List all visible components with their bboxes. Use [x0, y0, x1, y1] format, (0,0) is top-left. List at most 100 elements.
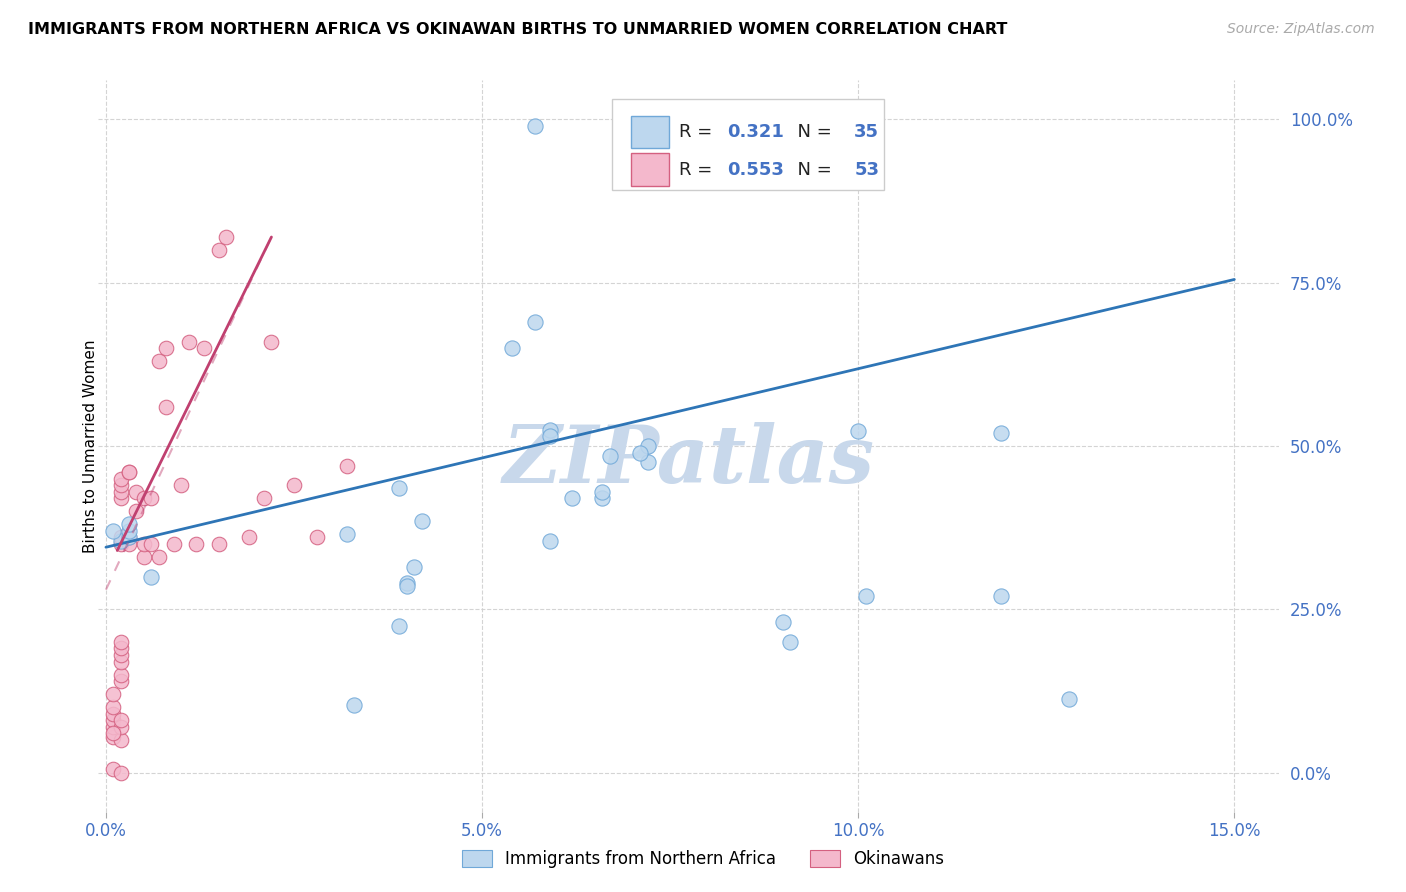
Point [561, 491, 583, 506]
Point [637, 455, 659, 469]
Point [388, 482, 411, 496]
FancyBboxPatch shape [612, 99, 884, 190]
Point [103, 687, 125, 701]
Point [125, 484, 148, 499]
Point [253, 491, 276, 506]
Point [411, 514, 433, 528]
Point [110, 491, 132, 506]
Point [110, 530, 132, 544]
Point [711, 119, 734, 133]
Point [132, 549, 155, 564]
Point [215, 230, 238, 244]
Point [117, 465, 139, 479]
Text: 0.321: 0.321 [727, 123, 783, 141]
Point [110, 732, 132, 747]
Point [404, 559, 426, 574]
Point [1057, 691, 1080, 706]
Point [110, 635, 132, 649]
Point [110, 484, 132, 499]
Point [523, 315, 546, 329]
Point [110, 478, 132, 492]
Point [990, 589, 1012, 603]
Point [591, 491, 613, 506]
Point [177, 334, 200, 349]
Point [779, 635, 801, 649]
Point [208, 243, 231, 257]
Point [628, 445, 651, 459]
Point [336, 458, 359, 473]
Text: R =: R = [679, 161, 718, 178]
Point [103, 714, 125, 728]
FancyBboxPatch shape [631, 116, 669, 148]
Point [155, 400, 177, 414]
Point [186, 537, 208, 551]
Point [132, 491, 155, 506]
Point [117, 530, 139, 544]
Point [110, 765, 132, 780]
Point [343, 698, 366, 713]
Text: R =: R = [679, 123, 718, 141]
Point [305, 530, 328, 544]
Point [103, 730, 125, 744]
Point [117, 530, 139, 544]
Point [163, 537, 186, 551]
Point [260, 334, 283, 349]
Point [132, 537, 155, 551]
Point [846, 424, 869, 438]
Point [501, 341, 523, 355]
Point [110, 641, 132, 656]
FancyBboxPatch shape [631, 153, 669, 186]
Point [395, 576, 418, 591]
Point [208, 537, 231, 551]
Point [855, 589, 877, 603]
Point [523, 119, 546, 133]
Point [599, 449, 621, 463]
Point [591, 484, 613, 499]
Point [148, 549, 170, 564]
Point [103, 726, 125, 740]
Point [388, 618, 411, 632]
Point [110, 720, 132, 734]
Point [139, 569, 162, 583]
Point [538, 423, 561, 437]
Point [637, 439, 659, 453]
Text: 0.553: 0.553 [727, 161, 783, 178]
Y-axis label: Births to Unmarried Women: Births to Unmarried Women [83, 339, 97, 553]
Point [336, 527, 359, 541]
Point [117, 465, 139, 479]
Point [125, 504, 148, 518]
Point [538, 533, 561, 548]
Point [170, 478, 193, 492]
Text: 53: 53 [855, 161, 879, 178]
Text: ZIPatlas: ZIPatlas [503, 422, 875, 500]
Point [117, 517, 139, 532]
Point [110, 655, 132, 669]
Point [139, 491, 162, 506]
Point [110, 714, 132, 728]
Text: N =: N = [786, 161, 838, 178]
Point [538, 429, 561, 443]
Point [110, 533, 132, 548]
Text: N =: N = [786, 123, 838, 141]
Point [990, 425, 1012, 440]
Legend: Immigrants from Northern Africa, Okinawans: Immigrants from Northern Africa, Okinawa… [454, 842, 952, 877]
Point [193, 341, 215, 355]
Text: 35: 35 [855, 123, 879, 141]
Text: IMMIGRANTS FROM NORTHERN AFRICA VS OKINAWAN BIRTHS TO UNMARRIED WOMEN CORRELATIO: IMMIGRANTS FROM NORTHERN AFRICA VS OKINA… [28, 22, 1008, 37]
Point [110, 472, 132, 486]
Point [155, 341, 177, 355]
Point [238, 530, 260, 544]
Point [110, 667, 132, 681]
Point [772, 615, 794, 630]
Point [148, 354, 170, 368]
Point [283, 478, 305, 492]
Text: Source: ZipAtlas.com: Source: ZipAtlas.com [1227, 22, 1375, 37]
Point [395, 579, 418, 593]
Point [117, 537, 139, 551]
Point [103, 762, 125, 776]
Point [117, 524, 139, 538]
Point [103, 720, 125, 734]
Point [103, 700, 125, 714]
Point [103, 524, 125, 538]
Point [110, 648, 132, 662]
